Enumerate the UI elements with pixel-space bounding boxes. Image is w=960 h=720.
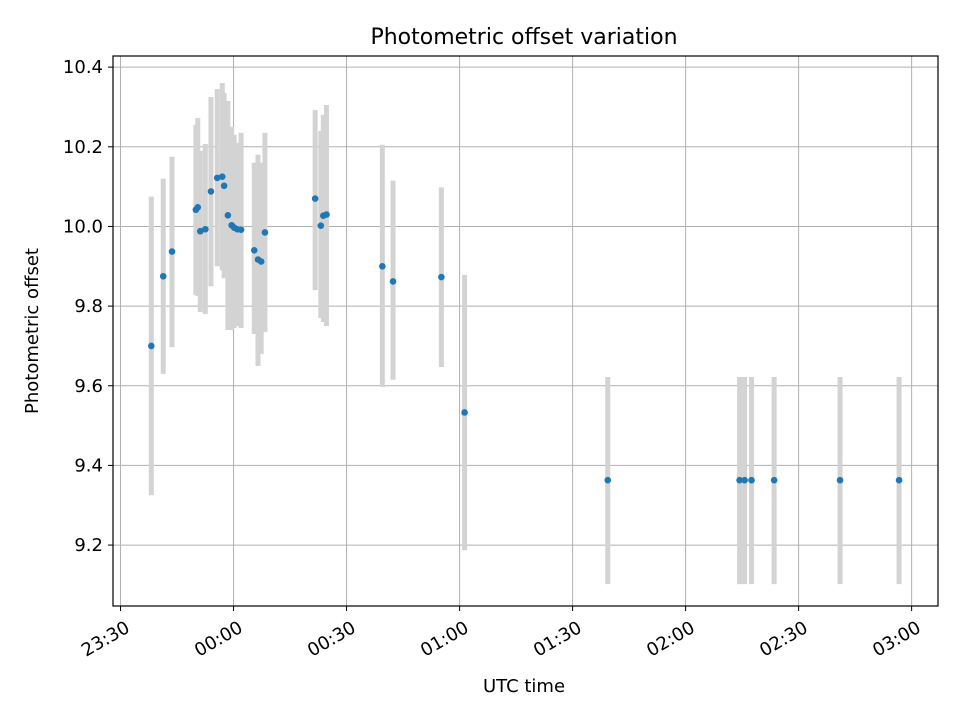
data-point	[147, 342, 155, 350]
data-point	[261, 229, 269, 236]
data-point	[194, 204, 202, 211]
data-point	[168, 248, 176, 255]
data-point	[250, 247, 258, 254]
data-markers	[147, 173, 903, 484]
data-point	[379, 262, 386, 270]
y-axis-label: Photometric offset	[22, 248, 43, 414]
plot-frame	[112, 55, 939, 607]
data-point	[220, 182, 228, 190]
data-point	[770, 476, 778, 484]
data-point	[895, 476, 903, 484]
data-point	[196, 227, 204, 235]
data-point	[736, 476, 743, 484]
y-tick-label: 10.0	[63, 216, 103, 237]
y-tick-label: 9.6	[74, 376, 103, 397]
chart-title: Photometric offset variation	[370, 25, 677, 50]
data-point	[438, 273, 445, 281]
data-point	[201, 225, 209, 233]
data-point	[317, 222, 325, 229]
grid-lines	[113, 56, 938, 606]
data-point	[748, 476, 755, 484]
y-tick-label: 10.4	[63, 57, 103, 78]
data-point	[257, 258, 265, 265]
y-axis-ticks: 9.2 9.4 9.6 9.8 10.0 10.2 10.4	[63, 57, 113, 556]
data-point	[311, 195, 319, 202]
data-point	[218, 173, 226, 180]
data-point	[323, 211, 330, 218]
data-point	[237, 226, 245, 233]
data-point	[604, 476, 612, 484]
y-tick-label: 9.2	[74, 535, 103, 556]
y-tick-label: 9.8	[74, 296, 103, 317]
data-point	[224, 212, 232, 219]
data-point	[159, 272, 167, 280]
data-point	[461, 409, 468, 416]
x-axis-label: UTC time	[483, 676, 565, 697]
data-point	[213, 174, 221, 182]
y-tick-label: 9.4	[74, 455, 103, 476]
data-point	[741, 476, 748, 484]
y-tick-label: 10.2	[63, 137, 103, 158]
data-point	[836, 476, 844, 484]
data-point	[207, 188, 215, 195]
data-point	[389, 278, 397, 285]
